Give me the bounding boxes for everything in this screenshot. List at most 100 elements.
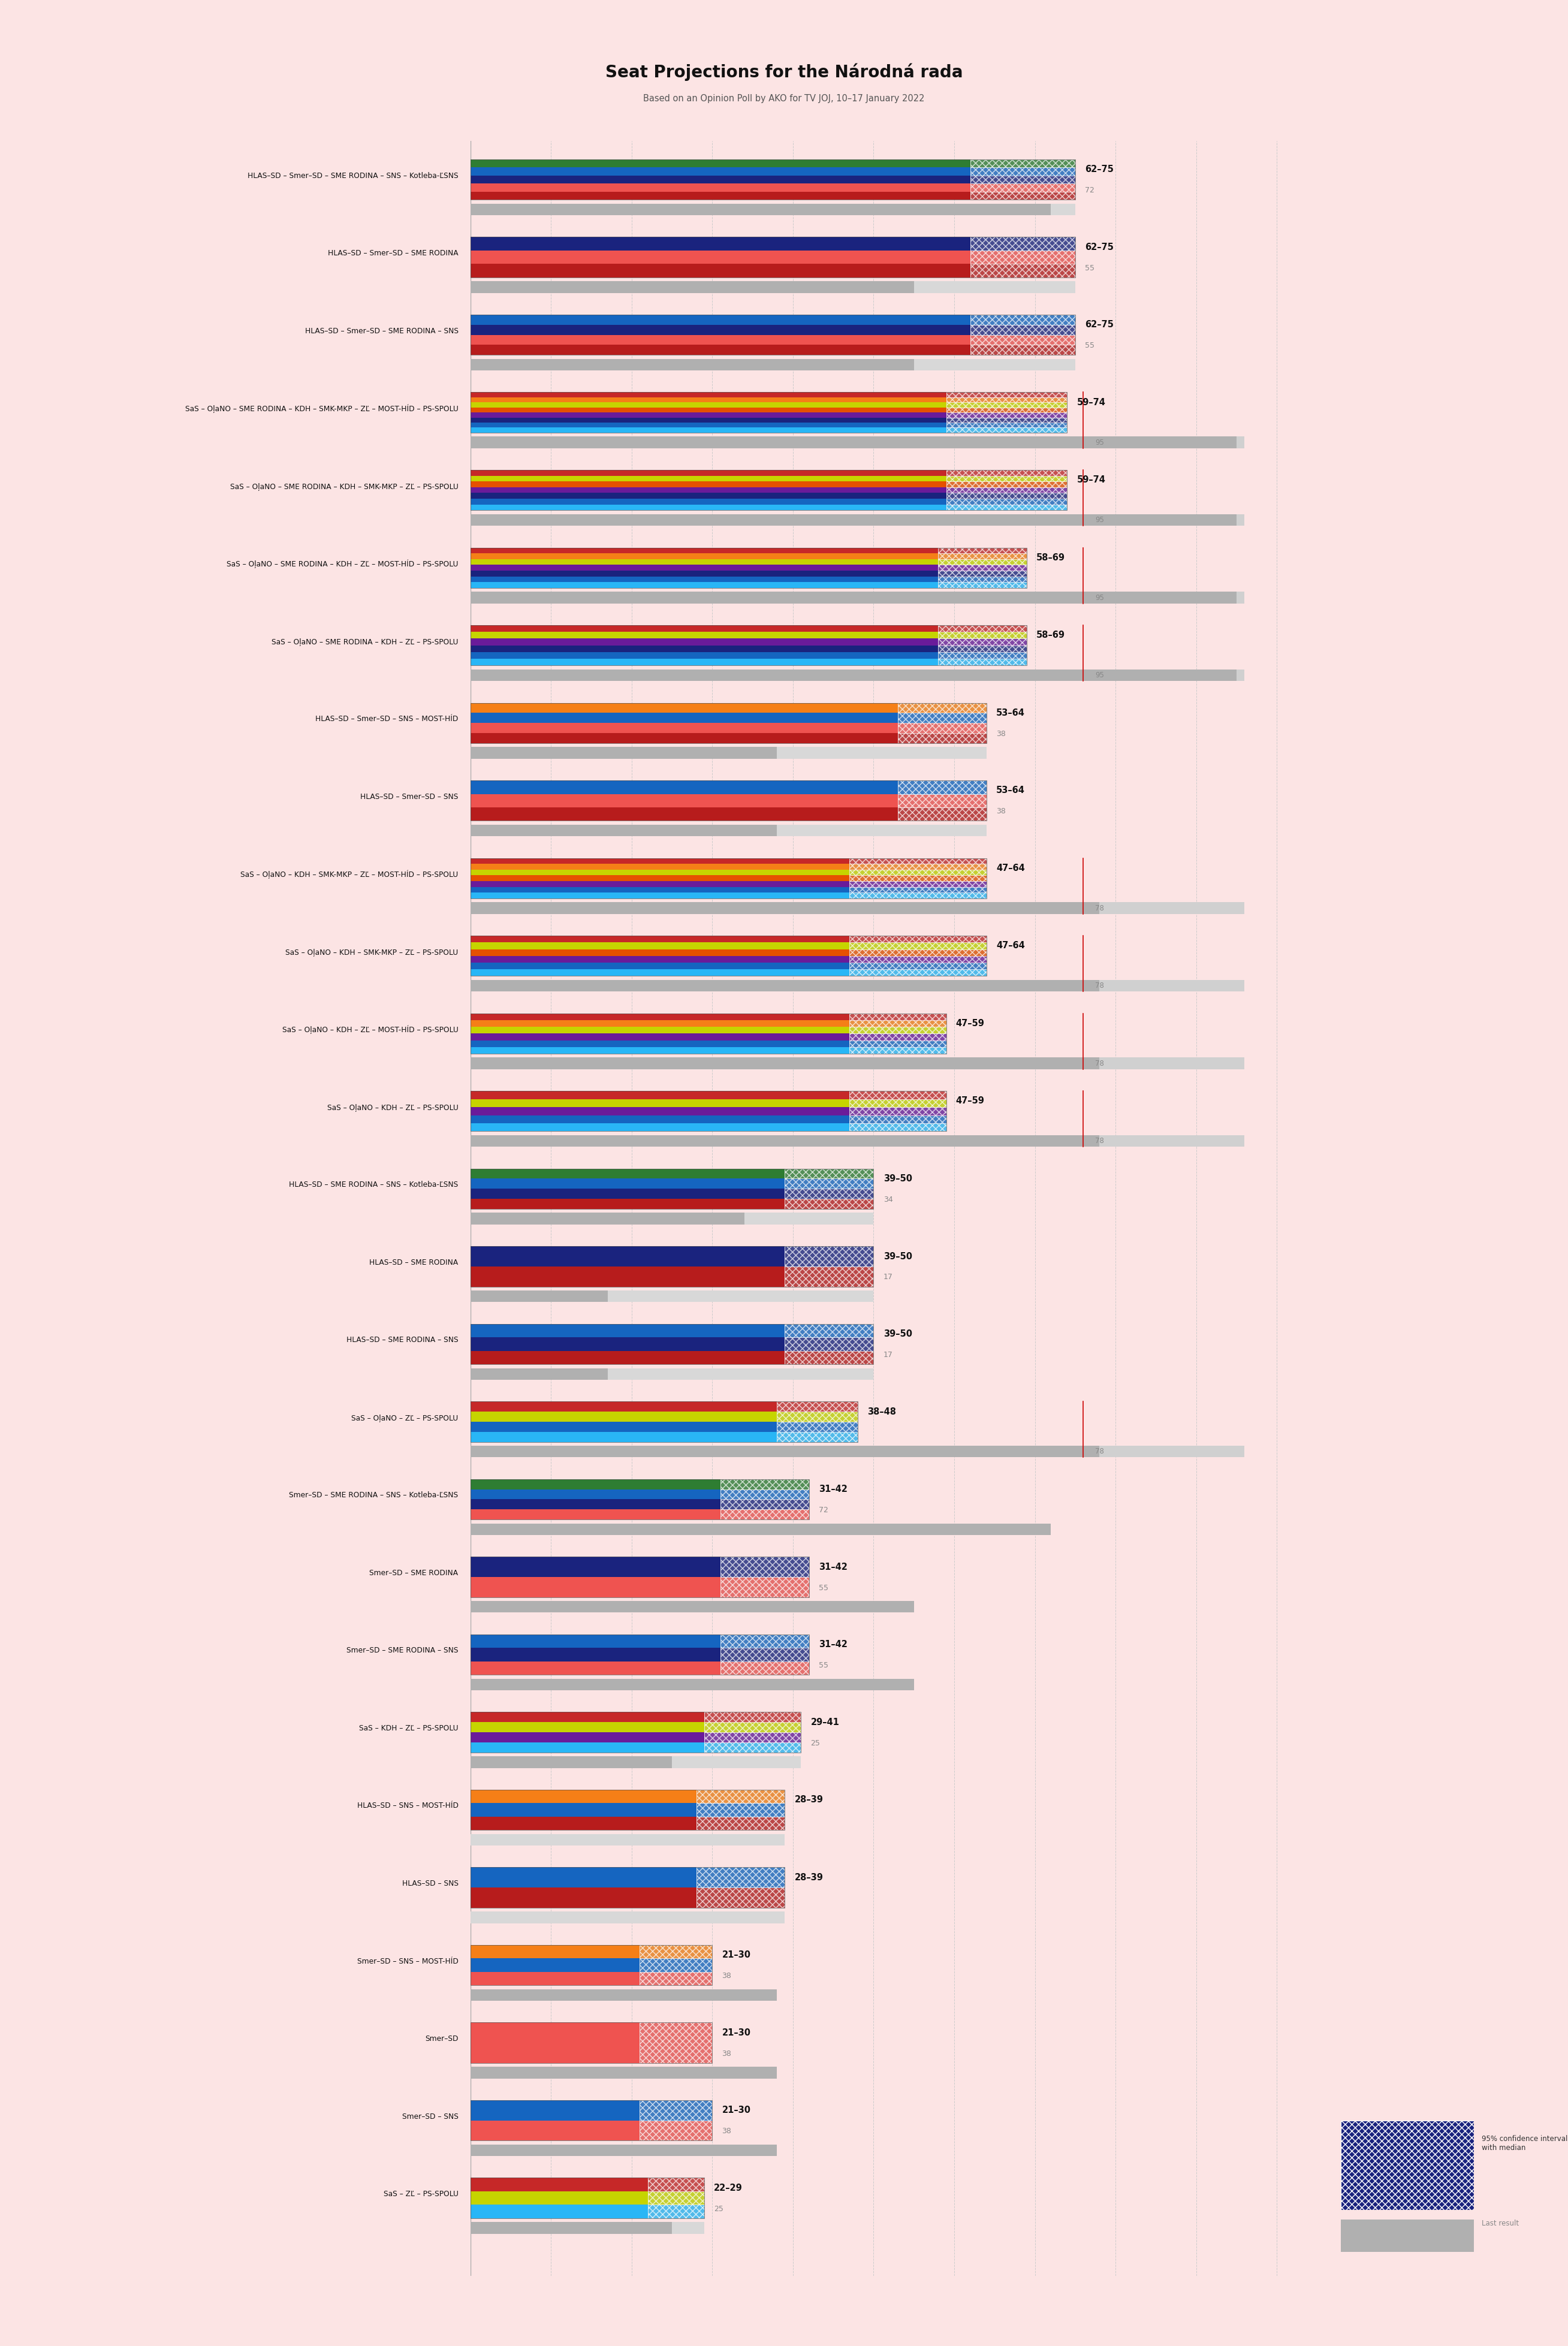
Bar	[470, 514, 1237, 526]
Text: 31–42: 31–42	[818, 1485, 847, 1494]
Bar	[470, 2144, 776, 2156]
Bar	[470, 183, 971, 192]
Bar	[720, 1508, 809, 1520]
Bar	[470, 1757, 673, 1769]
Text: 39–50: 39–50	[883, 1330, 913, 1340]
Bar	[470, 345, 971, 354]
Bar	[946, 481, 1068, 488]
Bar	[470, 2022, 712, 2062]
Bar	[470, 204, 1051, 216]
Bar	[470, 1523, 809, 1534]
Bar	[470, 1867, 696, 1889]
Bar	[720, 1478, 809, 1490]
Text: 78: 78	[1096, 1060, 1104, 1067]
Bar	[470, 476, 946, 481]
Bar	[470, 1046, 850, 1053]
Bar	[470, 392, 1068, 432]
Bar	[648, 2191, 704, 2205]
Bar	[786, 1246, 873, 1286]
Text: 38: 38	[996, 807, 1005, 816]
Bar	[470, 1731, 704, 1743]
Bar	[898, 807, 986, 821]
Bar	[938, 554, 1027, 558]
Bar	[850, 950, 986, 955]
Bar	[470, 1058, 946, 1070]
Bar	[470, 1635, 720, 1647]
Bar	[470, 903, 1099, 915]
Text: 59–74: 59–74	[1077, 476, 1105, 486]
Bar	[470, 577, 938, 582]
Bar	[470, 565, 938, 570]
Text: SaS – OļaNO – ZĽ – PS-SPOLU: SaS – OļaNO – ZĽ – PS-SPOLU	[351, 1415, 458, 1422]
Bar	[850, 859, 986, 899]
Bar	[470, 2177, 648, 2191]
Bar	[898, 704, 986, 744]
Bar	[470, 413, 946, 418]
Bar	[470, 1867, 786, 1907]
Text: 58–69: 58–69	[1036, 631, 1065, 640]
Bar	[898, 723, 986, 732]
Bar	[786, 1351, 873, 1365]
Bar	[470, 746, 776, 758]
Bar	[850, 1091, 946, 1098]
Text: 38: 38	[721, 1973, 732, 1980]
Bar	[946, 422, 1068, 427]
Bar	[648, 2205, 704, 2219]
Bar	[470, 282, 1076, 293]
Bar	[470, 514, 1068, 526]
Bar	[850, 943, 986, 950]
Bar	[470, 1661, 720, 1675]
Bar	[946, 418, 1068, 422]
Text: 25: 25	[811, 1738, 820, 1748]
Bar	[470, 1098, 850, 1107]
Bar	[470, 1959, 640, 1973]
Text: SaS – OļaNO – SME RODINA – KDH – SMK-MKP – ZĽ – PS-SPOLU: SaS – OļaNO – SME RODINA – KDH – SMK-MKP…	[230, 483, 458, 490]
Bar	[470, 558, 938, 565]
Bar	[470, 1945, 712, 1985]
Bar	[850, 1098, 946, 1107]
Text: 28–39: 28–39	[795, 1795, 823, 1804]
Bar	[470, 669, 1027, 680]
Bar	[470, 2022, 640, 2062]
Bar	[696, 1804, 786, 1816]
Text: HLAS–SD – Smer–SD – SME RODINA – SNS – Kotleba-ĽSNS: HLAS–SD – Smer–SD – SME RODINA – SNS – K…	[248, 171, 458, 181]
Bar	[470, 427, 946, 432]
Bar	[470, 1422, 776, 1431]
Text: HLAS–SD – SME RODINA – SNS – Kotleba-ĽSNS: HLAS–SD – SME RODINA – SNS – Kotleba-ĽSN…	[289, 1180, 458, 1189]
Bar	[470, 237, 1076, 277]
Text: 31–42: 31–42	[818, 1640, 847, 1649]
Bar	[470, 1135, 1099, 1147]
Bar	[850, 1028, 946, 1035]
Bar	[470, 894, 850, 899]
Bar	[786, 1178, 873, 1189]
Bar	[470, 1558, 720, 1577]
Bar	[850, 882, 986, 887]
Bar	[786, 1246, 873, 1267]
Bar	[971, 167, 1076, 176]
Bar	[470, 1290, 607, 1302]
Bar	[470, 875, 850, 882]
Bar	[470, 1091, 850, 1098]
Text: Last result: Last result	[1482, 2219, 1519, 2226]
Bar	[470, 1114, 850, 1124]
Bar	[470, 167, 971, 176]
Bar	[470, 176, 971, 183]
Text: 59–74: 59–74	[1077, 399, 1105, 406]
Bar	[470, 1013, 946, 1053]
Bar	[470, 324, 971, 335]
Bar	[850, 962, 986, 969]
Text: 22–29: 22–29	[713, 2184, 743, 2194]
Bar	[470, 547, 938, 554]
Bar	[850, 1107, 946, 1114]
Text: SaS – ZĽ – PS-SPOLU: SaS – ZĽ – PS-SPOLU	[384, 2191, 458, 2198]
Bar	[470, 793, 898, 807]
Bar	[850, 1013, 946, 1021]
Text: Smer–SD – SNS: Smer–SD – SNS	[401, 2114, 458, 2121]
Bar	[470, 488, 946, 493]
Bar	[470, 659, 938, 666]
Bar	[938, 631, 1027, 638]
Text: 55: 55	[818, 1661, 828, 1670]
Bar	[704, 1713, 801, 1752]
Bar	[470, 422, 946, 427]
Bar	[470, 2144, 776, 2156]
